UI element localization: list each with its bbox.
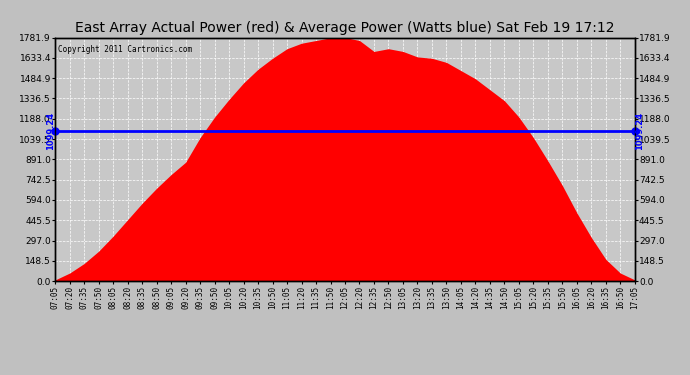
Text: Copyright 2011 Cartronics.com: Copyright 2011 Cartronics.com	[58, 45, 193, 54]
Text: 1099.24: 1099.24	[46, 112, 55, 150]
Text: 1099.24: 1099.24	[635, 112, 644, 150]
Title: East Array Actual Power (red) & Average Power (Watts blue) Sat Feb 19 17:12: East Array Actual Power (red) & Average …	[75, 21, 615, 35]
